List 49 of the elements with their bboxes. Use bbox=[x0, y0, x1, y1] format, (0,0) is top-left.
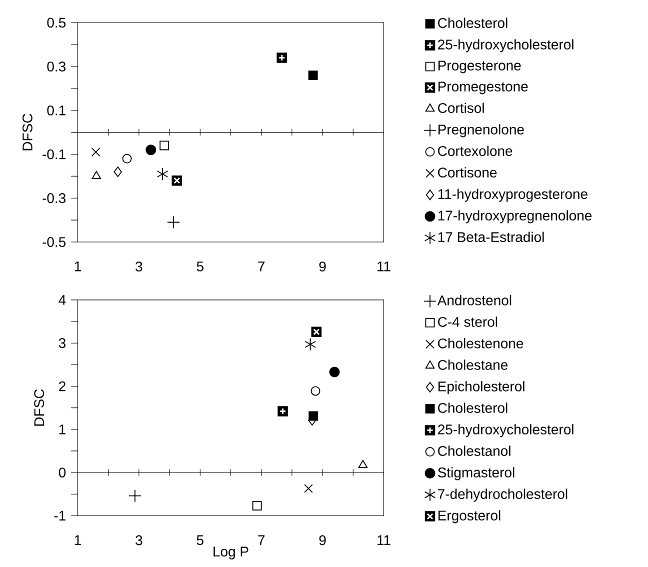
x-tick-label: 11 bbox=[378, 262, 390, 272]
legend-label: Cholesterol bbox=[438, 18, 508, 28]
y-tick-label: 0.5 bbox=[47, 18, 66, 28]
legend-label: Promegestone bbox=[438, 82, 528, 94]
legend-label: 7-dehydrocholesterol bbox=[438, 488, 568, 502]
y-axis-title: DFSC bbox=[22, 114, 32, 150]
x-tick-label: 3 bbox=[136, 262, 142, 272]
legend-label: 25-hydroxycholesterol bbox=[438, 424, 574, 438]
legend-label: Cholesterol bbox=[438, 402, 508, 413]
legend-label: Cortisol bbox=[438, 102, 484, 113]
y-tick-label: -1 bbox=[54, 510, 66, 520]
y-tick-label: 0.3 bbox=[47, 62, 66, 72]
legend-label: Cholestenone bbox=[438, 338, 524, 348]
legend-label: Cholestane bbox=[438, 360, 508, 370]
legend-label: C-4 sterol bbox=[438, 316, 498, 327]
y-tick-label: -0.5 bbox=[42, 237, 66, 247]
x-axis-title: Log P bbox=[214, 546, 248, 560]
y-tick-label: -0.3 bbox=[42, 193, 66, 204]
y-tick-label: 1 bbox=[59, 424, 66, 434]
x-tick-label: 5 bbox=[196, 535, 204, 546]
y-axis-title: DFSC bbox=[34, 389, 44, 426]
legend-label: Stigmasterol bbox=[438, 467, 514, 480]
legend-label: Pregnenolone bbox=[438, 124, 524, 138]
legend-label: 17-hydroxypregnenolone bbox=[438, 210, 592, 224]
y-tick-label: 2 bbox=[59, 381, 66, 392]
y-tick-label: -0.1 bbox=[42, 149, 66, 160]
legend-label: Cortexolone bbox=[438, 146, 512, 156]
legend-label: Cholestanol bbox=[438, 446, 510, 456]
legend-label: 25-hydroxycholesterol bbox=[438, 39, 574, 52]
y-tick-label: 0 bbox=[58, 468, 66, 478]
x-tick-label: 7 bbox=[258, 535, 265, 545]
legend-label: Epicholesterol bbox=[438, 381, 524, 394]
legend-label: Cortisone bbox=[438, 167, 497, 178]
legend-label: Ergosterol bbox=[438, 510, 500, 524]
y-tick-label: 3 bbox=[58, 338, 66, 348]
y-tick-label: 0.1 bbox=[47, 105, 66, 116]
x-tick-label: 9 bbox=[319, 535, 326, 546]
x-tick-label: 1 bbox=[74, 535, 81, 545]
x-tick-label: 1 bbox=[74, 262, 81, 272]
legend-label: 17 Beta-Estradiol bbox=[438, 232, 544, 242]
x-tick-label: 5 bbox=[196, 262, 204, 272]
y-tick-label: 4 bbox=[58, 295, 66, 305]
legend-label: Progesterone bbox=[438, 60, 521, 74]
legend-label: Androstenol bbox=[437, 295, 512, 306]
x-tick-label: 11 bbox=[378, 535, 390, 545]
legend-label: 11-hydroxyprogesterone bbox=[438, 188, 588, 202]
x-tick-label: 7 bbox=[258, 262, 265, 272]
x-tick-label: 3 bbox=[136, 535, 142, 546]
x-tick-label: 9 bbox=[319, 262, 326, 272]
